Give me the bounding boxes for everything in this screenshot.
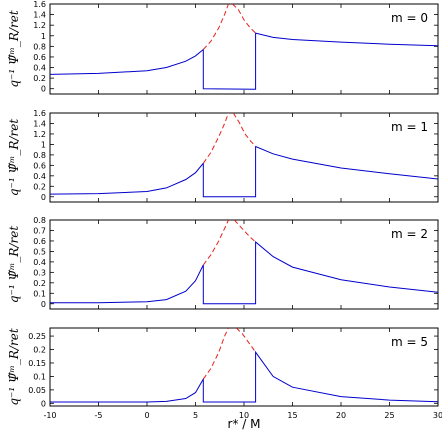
y-axis-label: q⁻¹ Ψ̃ᵐ_R/ret: [7, 328, 21, 405]
retarded-field-curve: [232, 4, 256, 34]
x-tick-label: -10: [43, 411, 56, 420]
panel-3: -10 -5 0 5 10 15 20 25 30 0 0.05 0.1 0.15 0.2 0.25 m = …: [7, 327, 442, 420]
x-axis-label: r* / M: [228, 417, 261, 430]
retarded-field-curve: [235, 328, 257, 353]
y-tick-label: 0.6: [33, 161, 46, 170]
y-tick-label: 0.7: [33, 226, 46, 235]
panel-label: m = 2: [391, 227, 428, 241]
regularized-field-curve: [50, 145, 438, 198]
y-tick-label: 0.5: [33, 247, 46, 256]
y-axis-label: q⁻¹ Ψ̃ᵐ_R/ret: [7, 119, 21, 196]
y-axis-label: q⁻¹ Ψ̃ᵐ_R/ret: [7, 226, 21, 303]
panel-label: m = 0: [391, 11, 428, 25]
y-tick-label: 0.6: [33, 237, 46, 246]
y-tick-label: 0.2: [33, 279, 46, 288]
y-tick-label: 0: [41, 85, 46, 94]
y-axis-label: q⁻¹ Ψ̃ᵐ_R/ret: [7, 10, 21, 87]
y-tick-label: 1.2: [33, 130, 46, 139]
plot-frame: [49, 112, 439, 203]
x-tick-label: 20: [336, 411, 346, 420]
retarded-field-curve: [202, 113, 229, 164]
x-tick-label: 10: [239, 411, 249, 420]
panel-label: m = 5: [391, 335, 428, 349]
y-tick-label: 0.1: [33, 289, 46, 298]
y-tick-label: 0.2: [33, 346, 46, 355]
y-tick-label: 1.6: [33, 109, 46, 118]
retarded-field-curve: [202, 4, 229, 50]
x-tick-label: 0: [144, 411, 149, 420]
panel-0: 0 0.20.4 0.6 0.81 1.21.4 1.6 m = 0 q⁻¹ Ψ̃ᵐ_R/re…: [7, 0, 439, 95]
plot-frame: [49, 219, 439, 310]
y-tick-label: 0.15: [28, 359, 46, 368]
y-tick-label: 0.6: [33, 53, 46, 62]
plot-frame: [49, 327, 439, 407]
x-tick-label: 30: [433, 411, 442, 420]
x-tick-label: 5: [193, 411, 198, 420]
regularized-field-curve: [50, 350, 438, 403]
y-tick-label: 0.8: [33, 151, 46, 160]
y-tick-label: 0: [41, 300, 46, 309]
y-tick-label: 0: [41, 193, 46, 202]
y-tick-label: 0.4: [33, 258, 46, 267]
y-tick-label: 1.2: [33, 21, 46, 30]
y-tick-label: 1.4: [33, 11, 46, 20]
regularized-field-curve: [50, 240, 438, 305]
y-tick-label: 0.3: [33, 268, 46, 277]
retarded-field-curve: [202, 328, 229, 380]
y-tick-label: 0.2: [33, 182, 46, 191]
y-tick-label: 0.2: [33, 74, 46, 83]
y-tick-label: 1.6: [33, 0, 46, 9]
x-tick-label: 25: [384, 411, 394, 420]
x-tick-label: -5: [95, 411, 103, 420]
y-tick-label: 0.4: [33, 64, 46, 73]
regularized-field-curve: [50, 32, 438, 90]
y-tick-label: 1.4: [33, 119, 46, 128]
y-tick-label: 0.25: [28, 332, 46, 341]
y-tick-label: 0.1: [33, 372, 46, 381]
x-tick-label: 15: [287, 411, 297, 420]
y-tick-label: 0.05: [28, 386, 46, 395]
panel-1: 0 0.20.4 0.60.8 11.2 1.41.6 m = 1 q⁻¹ Ψ̃ᵐ_R/re…: [7, 109, 439, 203]
retarded-field-curve: [232, 113, 256, 147]
panel-label: m = 1: [391, 120, 428, 134]
retarded-field-curve: [202, 220, 229, 266]
y-tick-label: 1: [41, 32, 46, 41]
y-tick-label: 1: [41, 140, 46, 149]
y-tick-label: 0.8: [33, 216, 46, 225]
plot-frame: [49, 3, 439, 95]
retarded-field-curve: [233, 220, 256, 243]
panel-2: 0 0.10.2 0.30.4 0.50.6 0.70.8 m = 2 q⁻¹ Ψ̃ᵐ_R/…: [7, 216, 439, 310]
y-tick-label: 0.8: [33, 42, 46, 51]
y-tick-label: 0: [41, 399, 46, 408]
y-tick-label: 0.4: [33, 172, 46, 181]
